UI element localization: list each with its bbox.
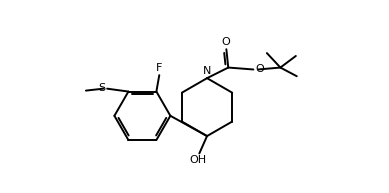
Text: N: N xyxy=(203,66,211,76)
Text: O: O xyxy=(221,37,230,47)
Text: O: O xyxy=(255,64,264,74)
Text: OH: OH xyxy=(190,155,207,165)
Text: S: S xyxy=(98,83,105,93)
Text: F: F xyxy=(156,63,163,73)
